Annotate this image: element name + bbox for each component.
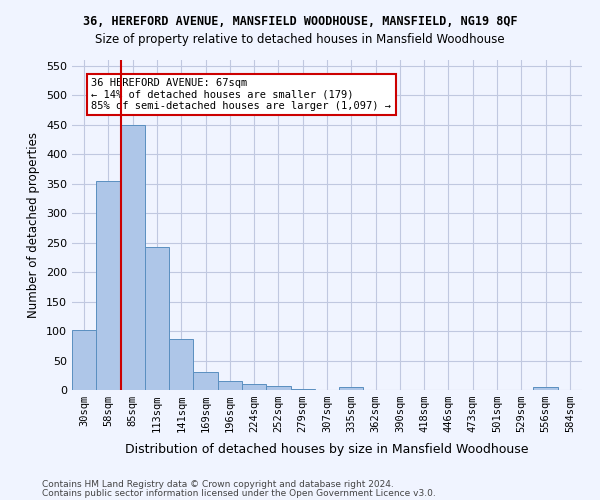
Bar xyxy=(218,381,242,390)
Text: Contains HM Land Registry data © Crown copyright and database right 2024.: Contains HM Land Registry data © Crown c… xyxy=(42,480,394,489)
Y-axis label: Number of detached properties: Number of detached properties xyxy=(28,132,40,318)
X-axis label: Distribution of detached houses by size in Mansfield Woodhouse: Distribution of detached houses by size … xyxy=(125,444,529,456)
Bar xyxy=(533,387,558,390)
Bar xyxy=(121,125,145,390)
Bar xyxy=(242,384,266,390)
Bar xyxy=(290,389,315,390)
Bar xyxy=(169,338,193,390)
Bar xyxy=(266,386,290,390)
Bar xyxy=(72,330,96,390)
Bar xyxy=(193,372,218,390)
Text: Size of property relative to detached houses in Mansfield Woodhouse: Size of property relative to detached ho… xyxy=(95,32,505,46)
Text: Contains public sector information licensed under the Open Government Licence v3: Contains public sector information licen… xyxy=(42,488,436,498)
Text: 36 HEREFORD AVENUE: 67sqm
← 14% of detached houses are smaller (179)
85% of semi: 36 HEREFORD AVENUE: 67sqm ← 14% of detac… xyxy=(91,78,391,111)
Bar xyxy=(339,387,364,390)
Bar xyxy=(145,247,169,390)
Text: 36, HEREFORD AVENUE, MANSFIELD WOODHOUSE, MANSFIELD, NG19 8QF: 36, HEREFORD AVENUE, MANSFIELD WOODHOUSE… xyxy=(83,15,517,28)
Bar xyxy=(96,181,121,390)
